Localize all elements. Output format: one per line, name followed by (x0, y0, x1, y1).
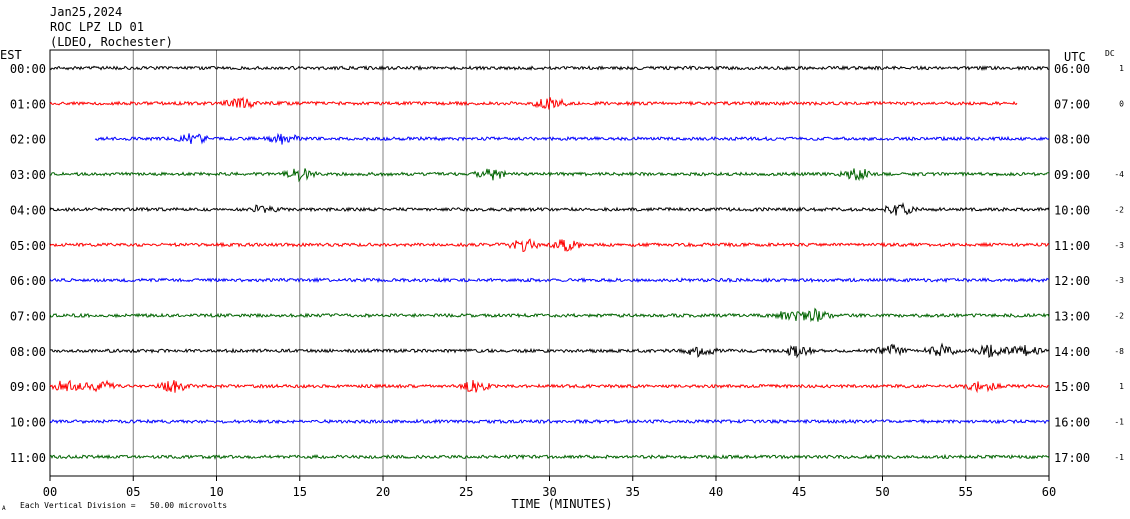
trace-row-0300 (50, 168, 1050, 183)
trace-row-0400 (49, 202, 1050, 216)
x-tick-label: 60 (1042, 485, 1056, 499)
dc-offset-value: -4 (1114, 170, 1124, 179)
x-tick-label: 20 (376, 485, 390, 499)
utc-hour-label: 15:00 (1054, 380, 1090, 394)
utc-hour-label: 14:00 (1054, 345, 1090, 359)
dc-offset-value: -1 (1114, 418, 1124, 427)
dc-offset-value: -2 (1114, 205, 1124, 214)
x-axis: 00 05 10 15 20 25 30 35 40 45 50 55 60 (43, 476, 1056, 499)
est-hour-label: 00:00 (10, 62, 46, 76)
est-hour-label: 02:00 (10, 133, 46, 147)
x-tick-label: 55 (959, 485, 973, 499)
dc-offset-value: 1 (1119, 382, 1124, 391)
est-hour-label: 01:00 (10, 97, 46, 111)
trace-row-0000 (49, 64, 1050, 71)
trace-row-0600 (49, 276, 1050, 284)
trace-row-1100 (49, 453, 1050, 461)
est-hour-label: 03:00 (10, 168, 46, 182)
corner-mark: A (2, 505, 6, 512)
x-tick-label: 25 (459, 485, 473, 499)
chart-station: ROC LPZ LD 01 (50, 20, 144, 34)
est-hour-label: 06:00 (10, 274, 46, 288)
x-tick-label: 35 (626, 485, 640, 499)
trace-row-0800 (49, 342, 1050, 359)
utc-hour-label: 08:00 (1054, 133, 1090, 147)
right-timezone-label: UTC (1064, 50, 1086, 64)
trace-row-0200 (94, 132, 1050, 145)
utc-hour-label: 10:00 (1054, 203, 1090, 217)
utc-hour-label: 11:00 (1054, 239, 1090, 253)
est-hour-label: 09:00 (10, 380, 46, 394)
grid-lines (49, 49, 1050, 477)
x-tick-label: 00 (43, 485, 57, 499)
est-hour-label: 07:00 (10, 309, 46, 323)
row-labels: 00:00 06:00 1 01:00 07:00 0 02:00 08:00 03:00 09:… (10, 62, 1124, 465)
utc-hour-label: 06:00 (1054, 62, 1090, 76)
left-timezone-label: EST (0, 48, 22, 62)
x-tick-label: 50 (875, 485, 889, 499)
x-tick-label: 10 (209, 485, 223, 499)
est-hour-label: 05:00 (10, 239, 46, 253)
x-tick-label: 15 (293, 485, 307, 499)
scale-note: Each Vertical Division = 50.00 microvolt… (20, 501, 227, 510)
utc-hour-label: 09:00 (1054, 168, 1090, 182)
dc-offset-value: -8 (1114, 347, 1124, 356)
utc-hour-label: 16:00 (1054, 416, 1090, 430)
x-tick-label: 05 (126, 485, 140, 499)
est-hour-label: 08:00 (10, 345, 46, 359)
dc-offset-value: -3 (1114, 241, 1124, 250)
trace-row-1000 (49, 418, 1050, 425)
est-hour-label: 10:00 (10, 416, 46, 430)
x-tick-label: 30 (542, 485, 556, 499)
dc-offset-value: 1 (1119, 64, 1124, 73)
utc-hour-label: 07:00 (1054, 97, 1090, 111)
dc-offset-value: -1 (1114, 453, 1124, 462)
utc-hour-label: 12:00 (1054, 274, 1090, 288)
seismic-traces (49, 64, 1050, 461)
trace-row-0700 (49, 307, 1050, 323)
chart-network: (LDEO, Rochester) (50, 35, 173, 49)
dc-offset-value: -2 (1114, 311, 1124, 320)
trace-row-0900 (49, 379, 1050, 394)
trace-row-0100 (49, 96, 1018, 110)
est-hour-label: 04:00 (10, 203, 46, 217)
est-hour-label: 11:00 (10, 451, 46, 465)
x-tick-label: 40 (709, 485, 723, 499)
trace-row-0500 (49, 238, 1050, 252)
dc-offset-value: 0 (1119, 99, 1124, 108)
utc-hour-label: 17:00 (1054, 451, 1090, 465)
x-tick-label: 45 (792, 485, 806, 499)
dc-offset-header: DC (1105, 49, 1115, 58)
chart-date: Jan25,2024 (50, 5, 122, 19)
dc-offset-value: -3 (1114, 276, 1124, 285)
x-axis-title: TIME (MINUTES) (511, 497, 612, 511)
utc-hour-label: 13:00 (1054, 309, 1090, 323)
